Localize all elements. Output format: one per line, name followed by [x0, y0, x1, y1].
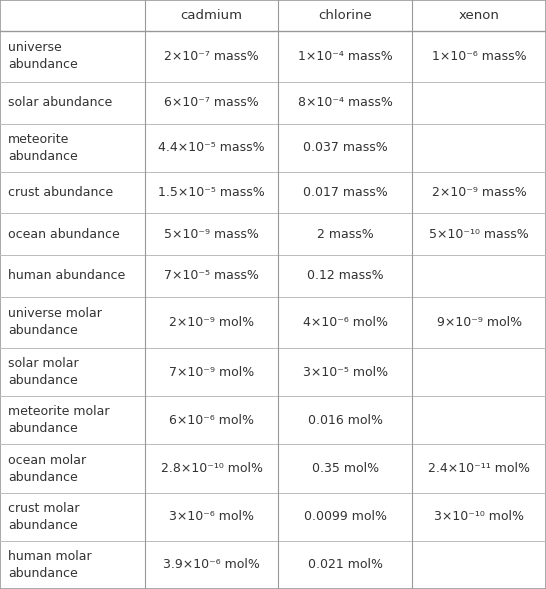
- Text: cadmium: cadmium: [181, 9, 242, 22]
- Text: 1×10⁻⁴ mass%: 1×10⁻⁴ mass%: [298, 50, 393, 63]
- Text: ocean abundance: ocean abundance: [8, 228, 120, 241]
- Text: chlorine: chlorine: [318, 9, 372, 22]
- Text: 0.037 mass%: 0.037 mass%: [303, 141, 388, 154]
- Text: 9×10⁻⁹ mol%: 9×10⁻⁹ mol%: [437, 316, 521, 329]
- Text: 2×10⁻⁷ mass%: 2×10⁻⁷ mass%: [164, 50, 259, 63]
- Text: 5×10⁻⁹ mass%: 5×10⁻⁹ mass%: [164, 228, 259, 241]
- Text: universe molar
abundance: universe molar abundance: [8, 307, 102, 337]
- Text: 0.021 mol%: 0.021 mol%: [308, 558, 383, 571]
- Text: meteorite molar
abundance: meteorite molar abundance: [8, 405, 110, 435]
- Text: human molar
abundance: human molar abundance: [8, 550, 92, 580]
- Text: 3.9×10⁻⁶ mol%: 3.9×10⁻⁶ mol%: [163, 558, 260, 571]
- Text: meteorite
abundance: meteorite abundance: [8, 133, 78, 163]
- Text: 5×10⁻¹⁰ mass%: 5×10⁻¹⁰ mass%: [429, 228, 529, 241]
- Text: 0.12 mass%: 0.12 mass%: [307, 269, 384, 282]
- Text: ocean molar
abundance: ocean molar abundance: [8, 454, 86, 484]
- Text: universe
abundance: universe abundance: [8, 41, 78, 71]
- Text: 3×10⁻⁶ mol%: 3×10⁻⁶ mol%: [169, 510, 254, 523]
- Text: 2.4×10⁻¹¹ mol%: 2.4×10⁻¹¹ mol%: [428, 462, 530, 475]
- Text: 2 mass%: 2 mass%: [317, 228, 373, 241]
- Text: 1.5×10⁻⁵ mass%: 1.5×10⁻⁵ mass%: [158, 186, 265, 199]
- Text: crust abundance: crust abundance: [8, 186, 114, 199]
- Text: 6×10⁻⁷ mass%: 6×10⁻⁷ mass%: [164, 97, 259, 110]
- Text: 8×10⁻⁴ mass%: 8×10⁻⁴ mass%: [298, 97, 393, 110]
- Text: 0.017 mass%: 0.017 mass%: [303, 186, 388, 199]
- Text: 6×10⁻⁶ mol%: 6×10⁻⁶ mol%: [169, 414, 254, 427]
- Text: 4.4×10⁻⁵ mass%: 4.4×10⁻⁵ mass%: [158, 141, 265, 154]
- Text: 0.35 mol%: 0.35 mol%: [312, 462, 379, 475]
- Text: 4×10⁻⁶ mol%: 4×10⁻⁶ mol%: [303, 316, 388, 329]
- Text: 2×10⁻⁹ mass%: 2×10⁻⁹ mass%: [432, 186, 526, 199]
- Text: 7×10⁻⁵ mass%: 7×10⁻⁵ mass%: [164, 269, 259, 282]
- Text: 3×10⁻¹⁰ mol%: 3×10⁻¹⁰ mol%: [434, 510, 524, 523]
- Text: 0.0099 mol%: 0.0099 mol%: [304, 510, 387, 523]
- Text: solar abundance: solar abundance: [8, 97, 112, 110]
- Text: 2×10⁻⁹ mol%: 2×10⁻⁹ mol%: [169, 316, 254, 329]
- Text: 0.016 mol%: 0.016 mol%: [308, 414, 383, 427]
- Text: crust molar
abundance: crust molar abundance: [8, 502, 80, 532]
- Text: 3×10⁻⁵ mol%: 3×10⁻⁵ mol%: [303, 366, 388, 379]
- Text: 2.8×10⁻¹⁰ mol%: 2.8×10⁻¹⁰ mol%: [161, 462, 263, 475]
- Text: xenon: xenon: [459, 9, 500, 22]
- Text: 7×10⁻⁹ mol%: 7×10⁻⁹ mol%: [169, 366, 254, 379]
- Text: human abundance: human abundance: [8, 269, 126, 282]
- Text: solar molar
abundance: solar molar abundance: [8, 357, 79, 387]
- Text: 1×10⁻⁶ mass%: 1×10⁻⁶ mass%: [432, 50, 526, 63]
